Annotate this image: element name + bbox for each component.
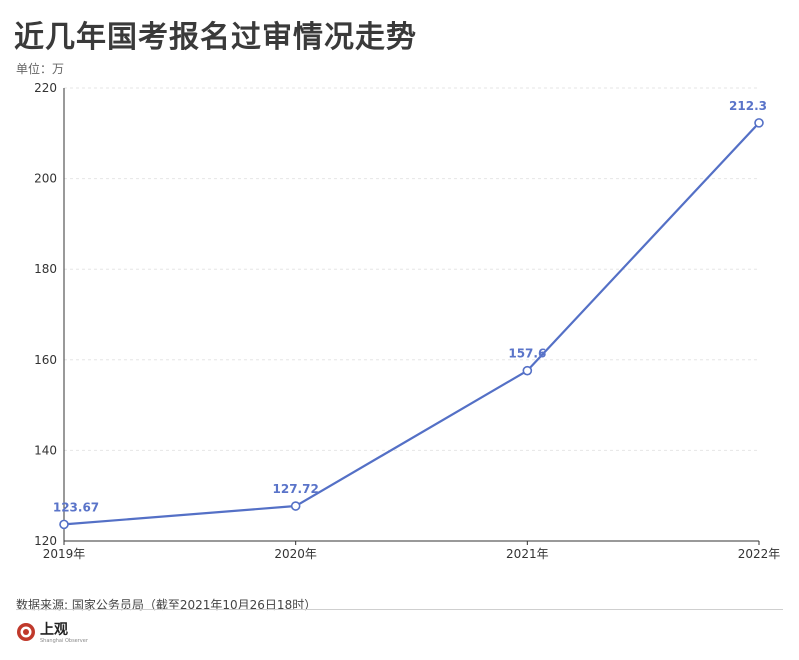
x-tick-label: 2021年 [506,547,549,561]
y-tick-label: 160 [34,353,57,367]
data-label: 212.3 [729,99,767,113]
x-tick-label: 2020年 [274,547,317,561]
y-tick-label: 120 [34,534,57,548]
publisher-logo: 上观 Shanghai Observer [16,622,88,644]
data-label: 123.67 [53,500,99,514]
unit-label: 单位：万 [16,62,65,76]
y-tick-label: 200 [34,172,57,186]
logo-icon [17,623,35,641]
logo-text: 上观 [40,622,68,638]
data-point [522,365,533,376]
data-source: 数据来源: 国家公务员局（截至2021年10月26日18时） [16,598,317,612]
data-point [290,501,301,511]
data-label: 127.72 [273,482,319,496]
footer-divider [16,609,783,610]
chart-title: 近几年国考报名过审情况走势 [14,20,417,55]
y-tick-label: 180 [34,262,57,276]
x-tick-label: 2022年 [738,547,781,561]
line-chart: 120 140 160 180 200 220 2019年 2020年 2021年 2022年 12… [34,81,781,561]
data-point [754,118,764,128]
y-tick-label: 140 [34,443,57,457]
data-point [59,519,69,530]
x-tick-label: 2019年 [43,547,86,561]
y-tick-label: 220 [34,81,57,95]
logo-subtext: Shanghai Observer [40,638,88,644]
series-line [63,122,760,526]
data-label: 157.6 [508,347,546,361]
